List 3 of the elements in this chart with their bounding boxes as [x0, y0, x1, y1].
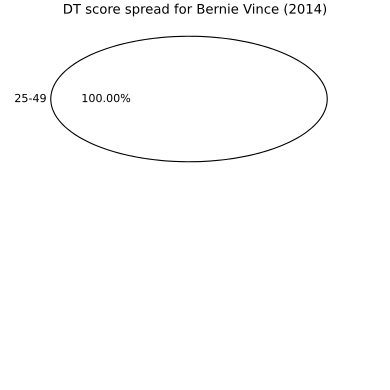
data-label: 100.00% — [82, 94, 130, 102]
chart-title: DT score spread for Bernie Vince (2014) — [64, 4, 326, 16]
slice-label: 25-49 — [15, 94, 46, 102]
